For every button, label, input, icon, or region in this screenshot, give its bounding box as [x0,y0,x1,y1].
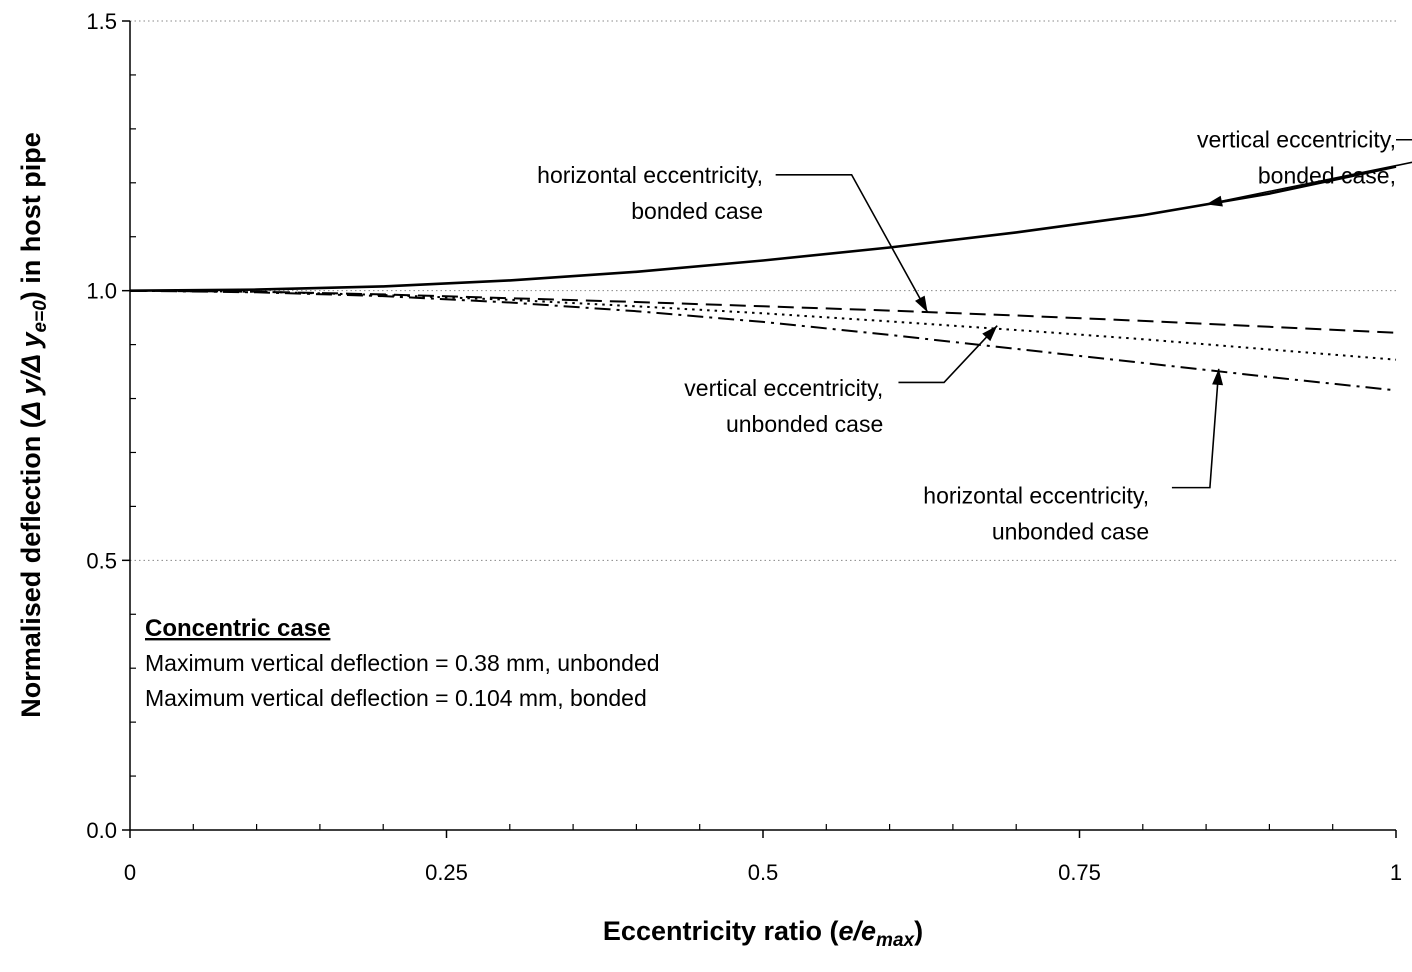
x-axis-title: Eccentricity ratio (e/emax) [603,916,923,951]
annotation-line: vertical eccentricity, [1197,127,1396,153]
annotation-leader [1205,138,1412,206]
annotation-line: bonded case [631,198,763,224]
y-tick-label: 1.0 [86,279,117,304]
note-line: Maximum vertical deflection = 0.104 mm, … [145,685,647,711]
series-line-vu [129,289,1397,361]
annotation-leader [775,174,929,313]
annotation-line: vertical eccentricity, [684,375,883,401]
concentric-case-note: Concentric case Maximum vertical deflect… [145,615,660,711]
x-tick-label: 0.5 [748,860,779,885]
annotation-vu: vertical eccentricity, unbonded case [684,325,998,437]
annotation-line: horizontal eccentricity, [537,162,763,188]
series-line-hb [129,289,1397,334]
y-tick-label: 0.0 [86,818,117,843]
series-line-hu [129,289,1397,392]
annotation-hb: horizontal eccentricity, bonded case [537,162,929,313]
x-tick-label: 0 [124,860,136,885]
x-tick-label: 0.25 [425,860,468,885]
annotation-line: horizontal eccentricity, [923,483,1149,509]
annotation-hu: horizontal eccentricity, unbonded case [923,368,1224,545]
annotation-line: bonded case, [1258,163,1396,189]
annotation-leader [898,325,998,384]
annotation-arrowhead [1212,368,1224,386]
annotation-arrowhead [915,295,928,313]
series-lines [129,165,1397,392]
x-tick-label: 0.75 [1058,860,1101,885]
annotation-line: unbonded case [726,411,883,437]
annotation-arrowhead [982,325,998,342]
annotation-vb: vertical eccentricity, bonded case, [1197,127,1412,207]
note-line: Maximum vertical deflection = 0.38 mm, u… [145,650,660,676]
y-axis-title: Normalised deflection (Δ y/Δ ye=0) in ho… [16,132,51,718]
annotation-arrowhead [1206,195,1223,207]
series-line-vb [129,165,1397,292]
annotation-line: unbonded case [992,519,1149,545]
annotation-leader [1171,368,1220,489]
x-tick-label: 1 [1390,860,1402,885]
note-heading: Concentric case [145,615,330,642]
y-tick-label: 1.5 [86,9,117,34]
y-gridlines [130,20,1396,561]
y-tick-label: 0.5 [86,548,117,573]
axis-ticks: 0.0 0.5 1.0 1.5 0 0.25 0.5 0.75 1 [86,9,1402,885]
series-annotations: vertical eccentricity, bonded case, horizo… [537,127,1412,545]
